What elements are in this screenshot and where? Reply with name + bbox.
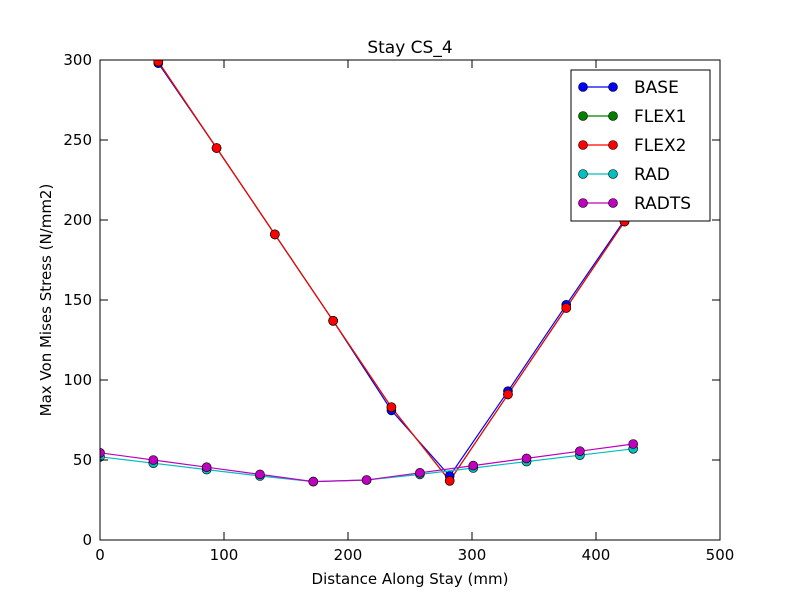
legend-label-radts: RADTS [634,194,691,214]
y-tick-label: 50 [73,451,92,469]
y-tick-label: 150 [63,291,92,309]
legend-label-flex1: FLEX1 [634,107,686,127]
point-radts [255,469,265,480]
legend-marker-flex1 [608,111,618,121]
legend-marker-radts [578,198,588,208]
y-tick-label: 0 [82,531,92,549]
x-tick-label: 200 [334,546,363,564]
point-flex2 [386,402,397,413]
legend-marker-flex2 [608,140,618,150]
point-radts [415,467,425,478]
series-line-flex2 [156,60,626,482]
point-flex2 [328,315,338,326]
chart-title: Stay CS_4 [367,38,452,58]
plot-area [100,60,639,487]
x-tick-label: 100 [210,546,239,564]
y-tick-label: 300 [63,51,92,69]
point-radts [201,462,212,473]
x-axis: 0 100 200 300 400 500 [95,60,734,564]
point-flex2 [444,475,455,486]
legend-label-flex2: FLEX2 [634,136,686,156]
y-tick-label: 250 [63,131,92,149]
point-radts [361,475,372,485]
y-axis: 0 50 100 150 200 250 300 [63,51,720,549]
legend-marker-flex1 [578,111,588,121]
y-tick-label: 100 [63,371,92,389]
point-flex2 [561,303,572,313]
point-radts [308,476,319,487]
point-radts [148,455,159,465]
series-line-base [155,60,626,477]
x-tick-label: 400 [582,546,611,564]
legend-marker-flex2 [578,140,588,150]
plot-clip-group [100,60,639,487]
point-flex2 [211,143,222,153]
point-radts [521,453,532,464]
point-radts [628,439,639,449]
point-flex2 [270,229,280,240]
legend: BASE FLEX1 FLEX2 RAD RADTS [570,69,711,222]
legend-marker-radts [608,198,618,208]
point-flex2 [153,60,164,67]
x-tick-label: 500 [706,546,735,564]
point-radts [468,460,479,471]
point-flex2 [503,389,513,400]
legend-label-rad: RAD [634,165,670,185]
x-tick-label: 300 [458,546,487,564]
legend-marker-rad [608,169,618,179]
point-radts [575,446,585,457]
legend-label-base: BASE [634,78,679,98]
point-radts [100,448,105,458]
legend-marker-base [608,82,618,92]
x-tick-label: 0 [95,546,105,564]
legend-marker-base [578,82,588,92]
x-axis-label: Distance Along Stay (mm) [312,570,509,588]
y-tick-label: 200 [63,211,92,229]
legend-marker-rad [578,169,588,179]
series-line-flex1 [156,60,626,482]
y-axis-label: Max Von Mises Stress (N/mm2) [37,184,55,417]
